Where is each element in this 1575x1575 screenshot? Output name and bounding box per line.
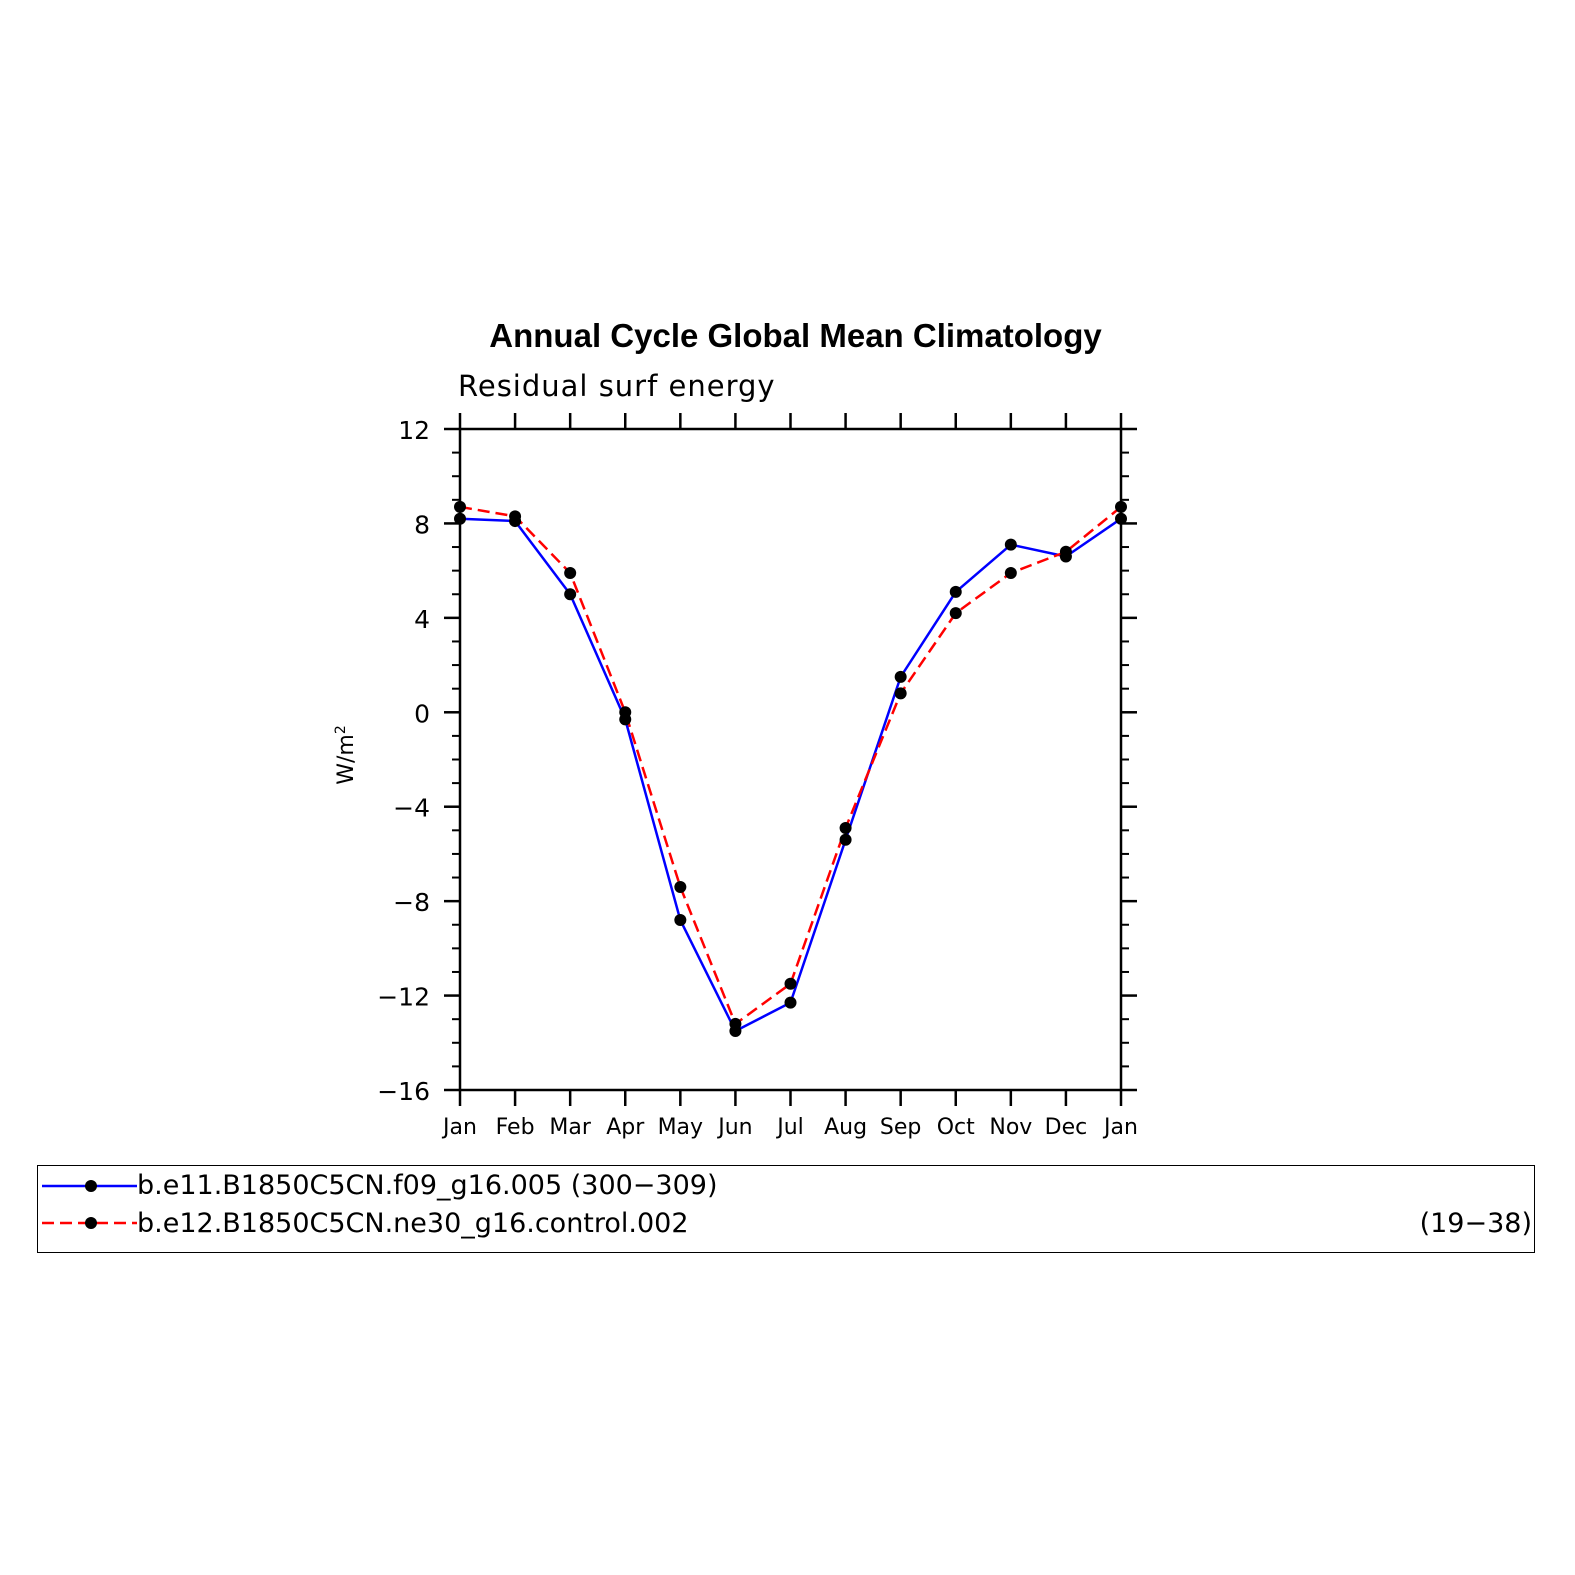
y-tick-label: −16 xyxy=(377,1077,430,1106)
data-point-series-2 xyxy=(1004,567,1017,580)
chart-subtitle: Residual surf energy xyxy=(458,369,776,403)
x-tick-label: Dec xyxy=(1045,1115,1088,1140)
data-point-series-1 xyxy=(674,914,687,927)
series-lines xyxy=(459,505,1122,1033)
legend-label-2: b.e12.B1850C5CN.ne30_g16.control.002 xyxy=(137,1208,689,1239)
y-tick-label: 4 xyxy=(414,605,430,634)
data-point-series-1 xyxy=(839,833,852,846)
x-tick-label: May xyxy=(658,1115,703,1140)
x-tick-label: Sep xyxy=(880,1115,921,1140)
data-point-series-2 xyxy=(729,1017,742,1030)
legend-entry-1: b.e11.B1850C5CN.f09_g16.005 (300−309) xyxy=(38,1168,1534,1206)
axis-tick-labels: 12 8 4 0 −4 −8 −12 −16 Jan Feb Mar Apr May Jun Jul Aug S… xyxy=(377,416,1138,1140)
chart-title: Annual Cycle Global Mean Climatology xyxy=(489,317,1102,354)
axis-ticks xyxy=(444,413,1137,1106)
x-tick-label: Nov xyxy=(989,1115,1032,1140)
data-point-series-1 xyxy=(894,670,907,683)
legend-entry-2: b.e12.B1850C5CN.ne30_g16.control.002 (19… xyxy=(38,1206,1534,1244)
data-point-series-1 xyxy=(1004,538,1017,551)
x-tick-label: Jan xyxy=(1102,1115,1138,1140)
data-point-series-2 xyxy=(839,821,852,834)
x-tick-label: Jan xyxy=(441,1115,477,1140)
data-point-series-2 xyxy=(674,880,687,893)
y-tick-label: −4 xyxy=(393,794,430,823)
plot-frame xyxy=(458,427,1123,1092)
y-tick-label: 8 xyxy=(414,510,430,539)
data-point-series-2 xyxy=(949,607,962,620)
x-tick-label: Feb xyxy=(496,1115,535,1140)
data-point-series-1 xyxy=(564,588,577,601)
series-markers xyxy=(454,500,1127,1037)
data-point-series-2 xyxy=(1059,545,1072,558)
legend: b.e11.B1850C5CN.f09_g16.005 (300−309) b.… xyxy=(37,1165,1535,1253)
y-tick-label: 12 xyxy=(398,416,430,445)
data-point-series-2 xyxy=(509,510,522,523)
data-point-series-2 xyxy=(1115,500,1127,513)
data-point-series-1 xyxy=(1115,512,1127,525)
data-point-series-2 xyxy=(784,977,797,990)
data-point-series-2 xyxy=(894,687,907,700)
x-tick-label: Jun xyxy=(716,1115,752,1140)
data-point-series-2 xyxy=(619,706,632,719)
x-tick-label: Jul xyxy=(775,1115,804,1140)
y-tick-label: −8 xyxy=(393,888,430,917)
legend-years-2: (19−38) xyxy=(1419,1208,1532,1239)
data-point-series-1 xyxy=(454,512,466,525)
legend-swatch-solid xyxy=(42,1180,137,1192)
y-tick-label: 0 xyxy=(414,699,430,728)
x-tick-label: Oct xyxy=(937,1115,975,1140)
x-tick-label: Mar xyxy=(549,1115,591,1140)
series-line-2 xyxy=(459,505,1122,1026)
series-line-1 xyxy=(459,517,1122,1033)
x-tick-label: Apr xyxy=(606,1115,645,1140)
data-point-series-2 xyxy=(454,500,466,513)
x-tick-label: Aug xyxy=(824,1115,867,1140)
data-point-series-1 xyxy=(784,996,797,1009)
legend-marker xyxy=(85,1217,97,1229)
legend-marker xyxy=(85,1180,97,1192)
y-tick-label: −12 xyxy=(377,983,430,1012)
legend-label-1: b.e11.B1850C5CN.f09_g16.005 (300−309) xyxy=(137,1170,718,1201)
data-point-series-2 xyxy=(564,567,577,580)
legend-swatch-dashed xyxy=(42,1217,137,1229)
data-point-series-1 xyxy=(949,585,962,598)
